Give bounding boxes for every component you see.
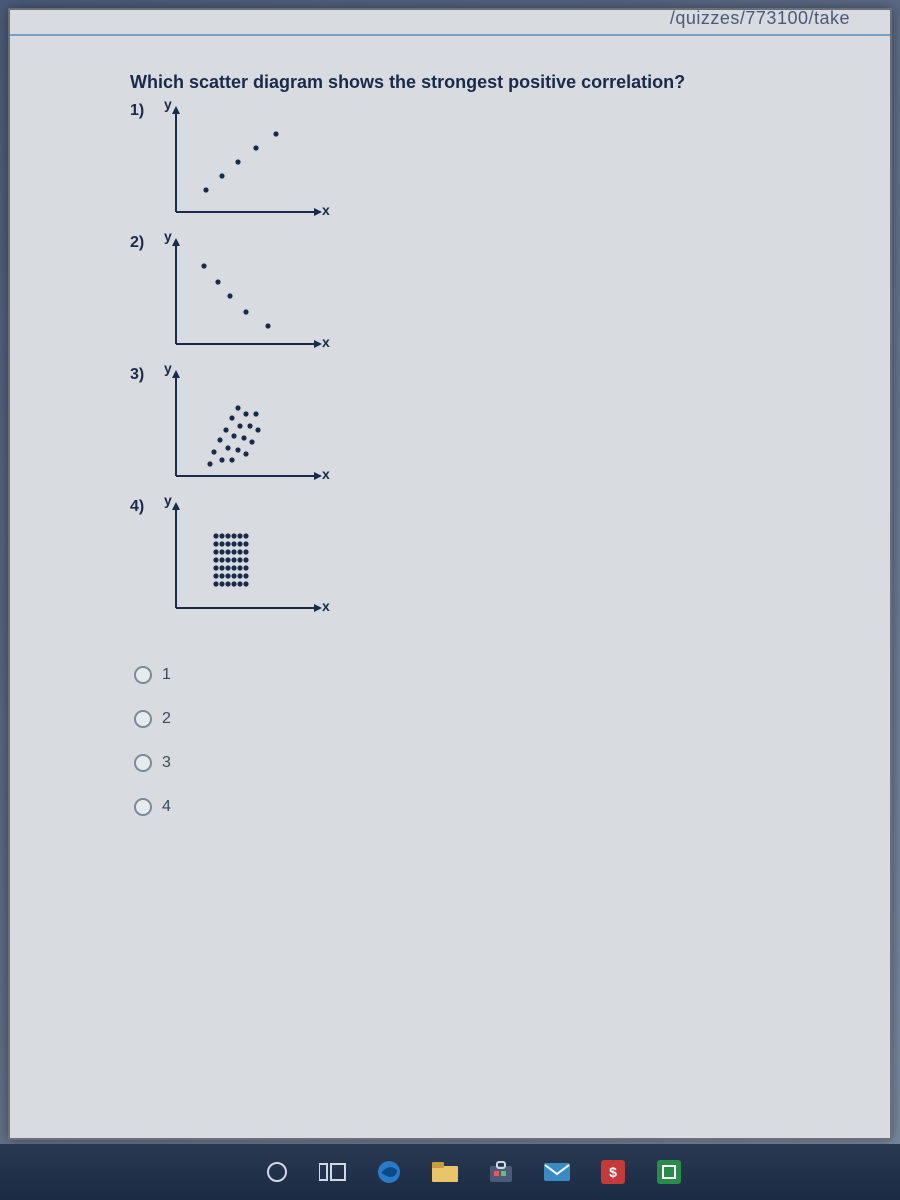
task-view-icon[interactable] [316,1155,350,1189]
radio-icon [134,710,152,728]
cortana-circle-icon[interactable] [260,1155,294,1189]
option-label: 1 [162,666,171,684]
diagram-row: 1)yx [130,100,830,230]
question-card: Which scatter diagram shows the stronges… [110,50,850,872]
app-window: /quizzes/773100/take Which scatter diagr… [8,8,892,1140]
radio-icon [134,754,152,772]
scatter-plot: yx [158,232,328,362]
svg-text:$: $ [609,1164,617,1180]
diagram-number: 4) [130,496,158,516]
scatter-plot: yx [158,496,328,626]
option-4[interactable]: 4 [134,798,830,816]
app-green-icon[interactable] [652,1155,686,1189]
diagram-number: 2) [130,232,158,252]
y-axis-label: y [164,228,172,244]
taskbar: $ [0,1144,900,1200]
url-fragment: /quizzes/773100/take [670,8,850,29]
radio-icon [134,666,152,684]
diagram-row: 2)yx [130,232,830,362]
app-red-icon[interactable]: $ [596,1155,630,1189]
option-label: 2 [162,710,171,728]
quiz-content: Which scatter diagram shows the stronges… [110,50,850,872]
x-axis-label: x [322,334,330,350]
answer-options: 1 2 3 4 [134,666,830,816]
option-label: 4 [162,798,171,816]
scatter-plot: yx [158,100,328,230]
diagram-row: 4)yx [130,496,830,626]
option-2[interactable]: 2 [134,710,830,728]
y-axis-label: y [164,492,172,508]
option-label: 3 [162,754,171,772]
diagram-number: 3) [130,364,158,384]
y-axis-label: y [164,96,172,112]
option-3[interactable]: 3 [134,754,830,772]
store-icon[interactable] [484,1155,518,1189]
edge-icon[interactable] [372,1155,406,1189]
diagram-number: 1) [130,100,158,120]
scatter-plot: yx [158,364,328,494]
x-axis-label: x [322,466,330,482]
diagram-row: 3)yx [130,364,830,494]
radio-icon [134,798,152,816]
diagrams-container: 1)yx2)yx3)yx4)yx [130,100,830,626]
mail-icon[interactable] [540,1155,574,1189]
x-axis-label: x [322,202,330,218]
header-divider [10,34,890,36]
option-1[interactable]: 1 [134,666,830,684]
y-axis-label: y [164,360,172,376]
file-explorer-icon[interactable] [428,1155,462,1189]
question-text: Which scatter diagram shows the stronges… [130,70,830,94]
x-axis-label: x [322,598,330,614]
